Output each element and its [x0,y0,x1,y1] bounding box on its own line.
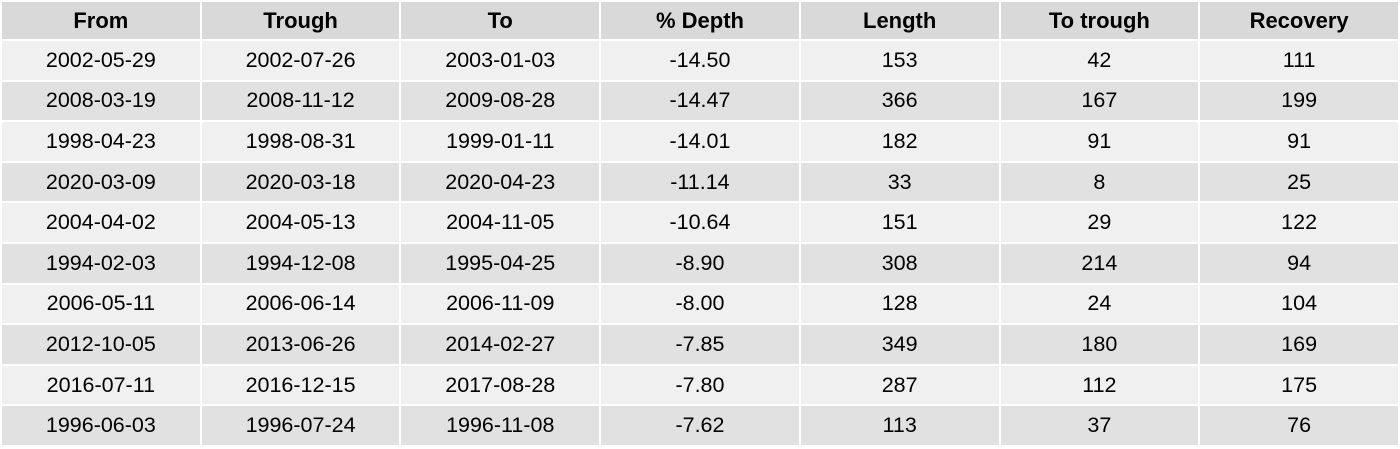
cell-to: 2003-01-03 [401,41,600,80]
cell-trough: 2002-07-26 [201,41,400,80]
header-to-trough: To trough [1000,2,1199,39]
table-row: 2006-05-11 2006-06-14 2006-11-09 -8.00 128 24… [2,284,1398,324]
cell-to-trough: 214 [1000,243,1199,283]
cell-recovery: 111 [1200,41,1398,80]
cell-to: 2017-08-28 [401,365,600,405]
header-depth: % Depth [601,2,799,39]
cell-length: 151 [800,203,999,242]
cell-trough: 1998-08-31 [201,122,400,161]
cell-length: 153 [800,41,999,80]
cell-recovery: 91 [1200,122,1398,161]
header-row: From Trough To % Depth Length To trough … [2,2,1398,39]
table-header: From Trough To % Depth Length To trough … [2,2,1398,39]
cell-to-trough: 91 [1000,122,1199,161]
cell-trough: 1996-07-24 [201,406,400,445]
cell-to: 1995-04-25 [401,243,600,283]
cell-depth: -7.62 [601,406,799,445]
cell-depth: -7.85 [601,325,799,364]
cell-trough: 2008-11-12 [201,81,400,121]
cell-trough: 2004-05-13 [201,203,400,242]
cell-length: 349 [800,325,999,364]
cell-from: 2008-03-19 [2,81,200,121]
cell-recovery: 76 [1200,406,1398,445]
table-row: 2012-10-05 2013-06-26 2014-02-27 -7.85 349 18… [2,325,1398,364]
cell-depth: -8.90 [601,243,799,283]
cell-from: 1994-02-03 [2,243,200,283]
table-body: 2002-05-29 2002-07-26 2003-01-03 -14.50 153 4… [2,41,1398,445]
cell-from: 2004-04-02 [2,203,200,242]
cell-depth: -14.47 [601,81,799,121]
cell-length: 287 [800,365,999,405]
table-row: 1996-06-03 1996-07-24 1996-11-08 -7.62 113 37… [2,406,1398,445]
cell-to-trough: 8 [1000,162,1199,202]
cell-recovery: 94 [1200,243,1398,283]
table-row: 1994-02-03 1994-12-08 1995-04-25 -8.90 308 21… [2,243,1398,283]
cell-to-trough: 29 [1000,203,1199,242]
cell-depth: -8.00 [601,284,799,324]
cell-from: 2006-05-11 [2,284,200,324]
cell-trough: 2013-06-26 [201,325,400,364]
cell-recovery: 175 [1200,365,1398,405]
header-trough: Trough [201,2,400,39]
table-row: 2016-07-11 2016-12-15 2017-08-28 -7.80 287 11… [2,365,1398,405]
cell-to: 2006-11-09 [401,284,600,324]
cell-length: 113 [800,406,999,445]
cell-recovery: 169 [1200,325,1398,364]
header-from: From [2,2,200,39]
table-row: 2004-04-02 2004-05-13 2004-11-05 -10.64 151 2… [2,203,1398,242]
cell-to-trough: 167 [1000,81,1199,121]
cell-length: 366 [800,81,999,121]
cell-to-trough: 112 [1000,365,1199,405]
cell-from: 1996-06-03 [2,406,200,445]
header-length: Length [800,2,999,39]
cell-from: 2016-07-11 [2,365,200,405]
cell-depth: -14.50 [601,41,799,80]
cell-trough: 1994-12-08 [201,243,400,283]
cell-to: 2020-04-23 [401,162,600,202]
cell-depth: -10.64 [601,203,799,242]
table-row: 2020-03-09 2020-03-18 2020-04-23 -11.14 33 8 2… [2,162,1398,202]
cell-length: 33 [800,162,999,202]
cell-from: 2002-05-29 [2,41,200,80]
cell-trough: 2016-12-15 [201,365,400,405]
cell-recovery: 104 [1200,284,1398,324]
cell-recovery: 25 [1200,162,1398,202]
cell-length: 182 [800,122,999,161]
cell-to: 2009-08-28 [401,81,600,121]
cell-to: 2014-02-27 [401,325,600,364]
cell-trough: 2020-03-18 [201,162,400,202]
cell-to: 1996-11-08 [401,406,600,445]
cell-length: 308 [800,243,999,283]
cell-to-trough: 24 [1000,284,1199,324]
cell-recovery: 199 [1200,81,1398,121]
cell-length: 128 [800,284,999,324]
table-row: 2002-05-29 2002-07-26 2003-01-03 -14.50 153 4… [2,41,1398,80]
header-recovery: Recovery [1200,2,1398,39]
cell-recovery: 122 [1200,203,1398,242]
cell-depth: -7.80 [601,365,799,405]
table-row: 1998-04-23 1998-08-31 1999-01-11 -14.01 182 9… [2,122,1398,161]
cell-from: 2012-10-05 [2,325,200,364]
cell-depth: -14.01 [601,122,799,161]
table-row: 2008-03-19 2008-11-12 2009-08-28 -14.47 366 1… [2,81,1398,121]
cell-to: 2004-11-05 [401,203,600,242]
cell-trough: 2006-06-14 [201,284,400,324]
cell-depth: -11.14 [601,162,799,202]
cell-to: 1999-01-11 [401,122,600,161]
cell-to-trough: 37 [1000,406,1199,445]
cell-from: 1998-04-23 [2,122,200,161]
header-to: To [401,2,600,39]
cell-from: 2020-03-09 [2,162,200,202]
cell-to-trough: 42 [1000,41,1199,80]
cell-to-trough: 180 [1000,325,1199,364]
